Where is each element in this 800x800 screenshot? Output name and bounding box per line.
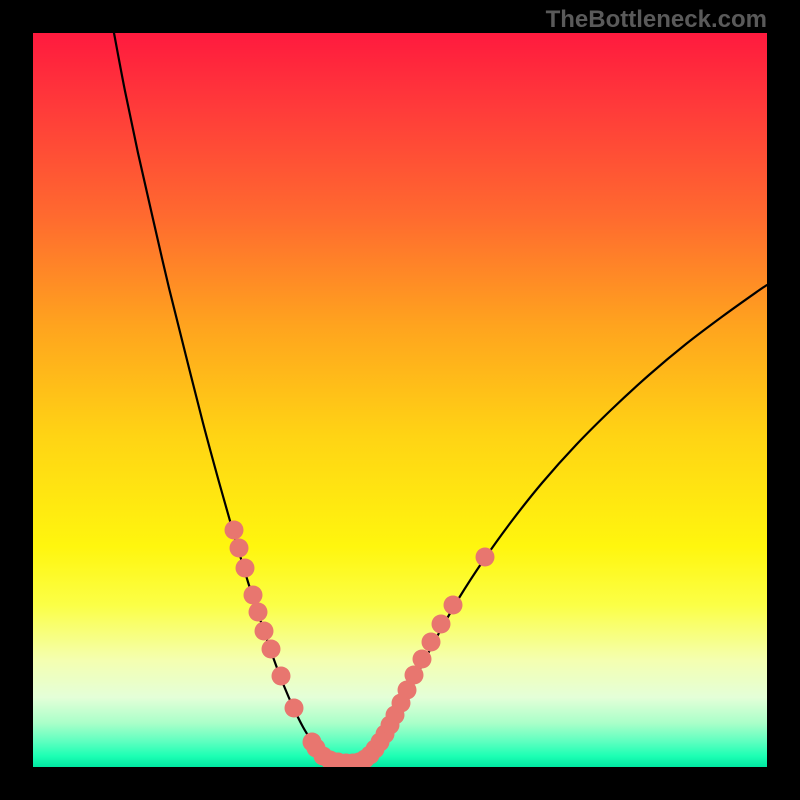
data-point xyxy=(236,559,255,578)
data-point xyxy=(432,615,451,634)
plot-area xyxy=(33,33,767,767)
right-cluster-dots xyxy=(476,548,495,567)
data-point xyxy=(272,667,291,686)
data-point xyxy=(230,539,249,558)
data-point xyxy=(444,596,463,615)
watermark-text: TheBottleneck.com xyxy=(546,6,767,34)
data-point xyxy=(413,650,432,669)
data-point xyxy=(476,548,495,567)
data-point xyxy=(244,586,263,605)
data-point xyxy=(255,622,274,641)
data-point xyxy=(249,603,268,622)
data-point xyxy=(285,699,304,718)
data-point xyxy=(422,633,441,652)
data-point xyxy=(262,640,281,659)
gradient-background xyxy=(33,33,767,767)
plot-svg xyxy=(33,33,767,767)
data-point xyxy=(225,521,244,540)
